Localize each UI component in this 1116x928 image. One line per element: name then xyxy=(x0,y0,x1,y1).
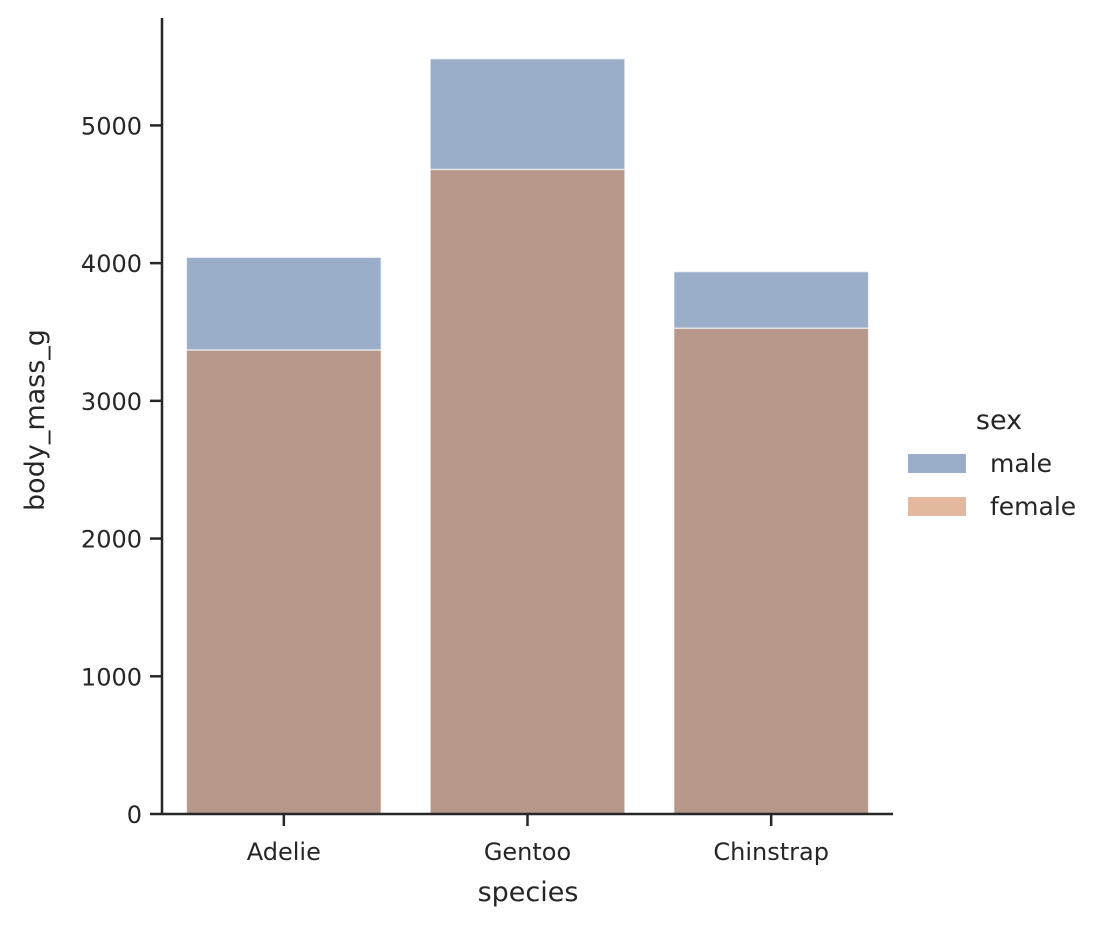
legend: sex male female xyxy=(908,405,1076,521)
x-tick-label-gentoo: Gentoo xyxy=(484,838,571,866)
legend-label-male: male xyxy=(990,449,1052,478)
bar-female-gentoo xyxy=(429,168,626,815)
y-tick-label-4000: 4000 xyxy=(81,250,142,278)
x-tick-label-chinstrap: Chinstrap xyxy=(713,838,829,866)
legend-swatch-male xyxy=(908,454,966,473)
legend-title: sex xyxy=(976,405,1022,436)
x-axis-label: species xyxy=(478,877,579,908)
x-tick-label-adelie: Adelie xyxy=(247,838,321,866)
legend-label-female: female xyxy=(990,492,1076,521)
y-tick-label-0: 0 xyxy=(127,801,142,829)
y-tick-label-5000: 5000 xyxy=(81,112,142,140)
bar-female-chinstrap xyxy=(672,327,870,815)
y-tick-label-3000: 3000 xyxy=(81,388,142,416)
ticks-layer: 0 1000 2000 3000 4000 5000 Adelie Gentoo Chinstr… xyxy=(81,112,829,866)
y-tick-label-2000: 2000 xyxy=(81,526,142,554)
bars-layer xyxy=(185,57,870,815)
y-axis-label: body_mass_g xyxy=(20,329,51,511)
y-tick-label-1000: 1000 xyxy=(81,663,142,691)
legend-swatch-female xyxy=(908,497,966,516)
bar-female-adelie xyxy=(185,349,383,815)
